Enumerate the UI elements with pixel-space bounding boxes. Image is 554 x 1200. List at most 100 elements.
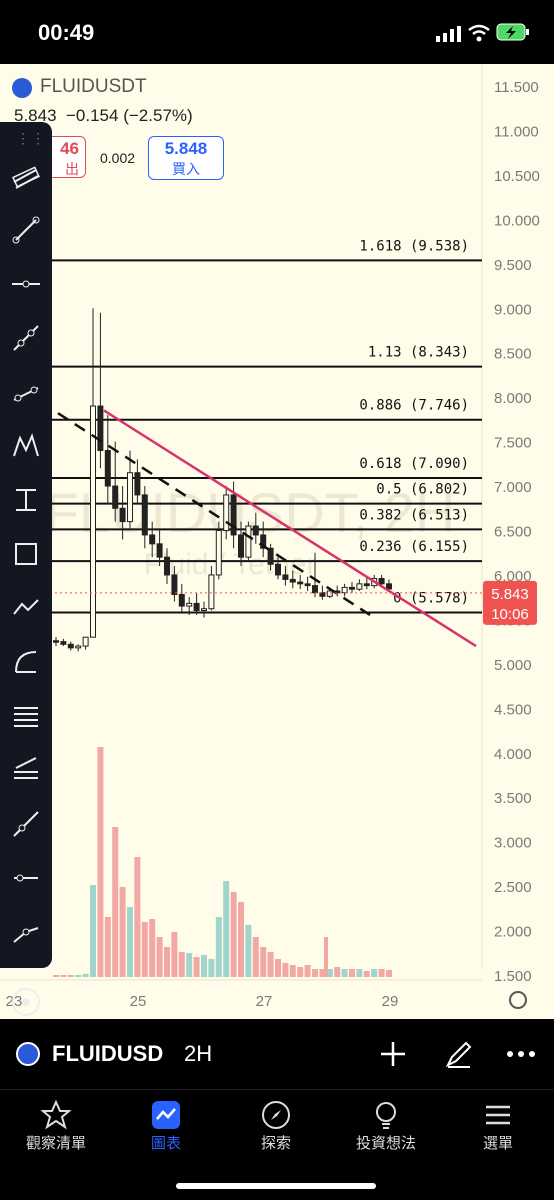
candle-body <box>252 525 259 536</box>
symbol-selector[interactable]: FLUIDUSD <box>52 1041 164 1066</box>
y-tick-label: 3.000 <box>494 835 532 852</box>
tab-chart[interactable]: 圖表 <box>118 1098 214 1153</box>
candle-body <box>230 494 237 536</box>
x-tick-label: 25 <box>130 993 147 1010</box>
volume-bar <box>193 957 200 977</box>
candle-body <box>319 592 326 597</box>
channel-tool-icon[interactable] <box>6 156 46 196</box>
candle-body <box>378 578 385 585</box>
home-indicator <box>176 1183 376 1189</box>
y-tick-label: 2.000 <box>494 924 532 941</box>
ray-tool-icon[interactable] <box>6 804 46 844</box>
interval-selector[interactable]: 2H <box>184 1041 213 1066</box>
tab-label: 圖表 <box>150 1135 181 1152</box>
price-change: −0.154 <box>66 106 119 125</box>
volume-bar <box>112 827 119 977</box>
volume-bar <box>378 969 385 977</box>
fib-extension-icon[interactable] <box>6 750 46 790</box>
tab-menu[interactable]: 選單 <box>450 1098 546 1153</box>
battery-icon <box>496 23 529 41</box>
fib-level-label: 0.886 (7.746) <box>359 398 469 414</box>
volume-bar <box>67 975 74 977</box>
tab-label: 投資想法 <box>355 1135 416 1152</box>
current-price-tag <box>483 580 537 625</box>
buy-button[interactable]: 5.848 買入 <box>148 136 224 180</box>
tab-label: 探索 <box>260 1135 291 1152</box>
info-line-icon[interactable] <box>6 912 46 952</box>
trendline-resistance <box>103 409 477 648</box>
candle-body <box>141 494 148 536</box>
trendline-dashed <box>57 412 371 617</box>
horizontal-ray-icon[interactable] <box>6 264 46 304</box>
volume-bar <box>149 919 156 977</box>
volume-bar <box>326 969 333 977</box>
y-tick-label: 1.500 <box>494 968 532 985</box>
volume-bar <box>267 952 274 977</box>
volume-bar <box>341 969 348 977</box>
candle-body <box>304 583 311 587</box>
status-bar: 00:49 <box>0 0 554 64</box>
path-tool-icon[interactable] <box>6 588 46 628</box>
candle-body <box>312 585 318 594</box>
tab-bar: 觀察清單 圖表 探索 投資想法 選單 <box>0 1089 554 1200</box>
pen-icon[interactable] <box>442 1037 476 1071</box>
volume-bar <box>201 955 207 977</box>
candle-body <box>267 547 274 565</box>
candle-body <box>363 583 370 587</box>
candle-body <box>119 507 126 523</box>
fib-retracement-icon[interactable] <box>6 696 46 736</box>
volume-bar <box>75 975 82 977</box>
volume-bar <box>97 747 104 977</box>
volume-bar <box>312 969 318 977</box>
settings-icon[interactable] <box>509 991 527 1009</box>
volume-bar <box>386 970 392 977</box>
candle-body <box>112 485 119 509</box>
candle-body <box>245 525 252 558</box>
volume-bar <box>104 917 111 977</box>
rectangle-tool-icon[interactable] <box>6 534 46 574</box>
buy-label: 買入 <box>172 161 200 177</box>
x-tick-label: 29 <box>382 993 399 1010</box>
tab-explore[interactable]: 探索 <box>228 1098 324 1153</box>
pattern-tool-icon[interactable] <box>6 426 46 466</box>
trend-line-icon[interactable] <box>6 210 46 250</box>
tab-ideas[interactable]: 投資想法 <box>338 1098 434 1153</box>
fib-level-label: 0.5 (6.802) <box>376 482 469 498</box>
volume-bar <box>134 857 141 977</box>
horizontal-line-icon[interactable] <box>6 858 46 898</box>
sell-label: 出 <box>65 161 79 177</box>
y-tick-label: 7.000 <box>494 479 532 496</box>
candle-body <box>215 530 222 576</box>
long-position-icon[interactable] <box>6 480 46 520</box>
volume-bar <box>178 952 185 977</box>
drag-handle[interactable]: ⋮⋮ <box>16 130 46 146</box>
extended-line-icon[interactable] <box>6 318 46 358</box>
tab-label: 觀察清單 <box>25 1135 86 1152</box>
wifi-icon <box>468 24 490 42</box>
candle-body <box>67 643 74 649</box>
volume-bar <box>260 947 267 977</box>
add-icon[interactable] <box>376 1037 410 1071</box>
candle-body <box>134 472 141 496</box>
volume-bar <box>252 937 259 977</box>
volume-bar <box>90 885 96 977</box>
more-icon[interactable] <box>504 1037 538 1071</box>
fib-level-label: 0.236 (6.155) <box>359 539 469 555</box>
candle-body <box>156 543 163 558</box>
chart-area[interactable]: FLUIDUSDT, 2H Fluid / Tether 11.500 11.000 1… <box>0 64 554 1019</box>
fib-level-label: 0.618 (7.090) <box>359 456 469 472</box>
symbol-title[interactable]: FLUIDUSDT <box>40 76 147 97</box>
tab-watchlist[interactable]: 觀察清單 <box>8 1098 104 1153</box>
parallel-channel-icon[interactable] <box>6 372 46 412</box>
candle-body <box>208 574 215 610</box>
more-tools-icon[interactable] <box>6 982 46 1019</box>
candle-body <box>349 586 355 590</box>
current-price-label: 5.843 <box>491 586 529 603</box>
volume-bar <box>371 969 378 977</box>
candle-body <box>90 405 96 638</box>
candle-body <box>193 602 200 612</box>
compass-icon <box>262 1101 290 1129</box>
star-icon <box>41 1100 71 1130</box>
arc-tool-icon[interactable] <box>6 642 46 682</box>
